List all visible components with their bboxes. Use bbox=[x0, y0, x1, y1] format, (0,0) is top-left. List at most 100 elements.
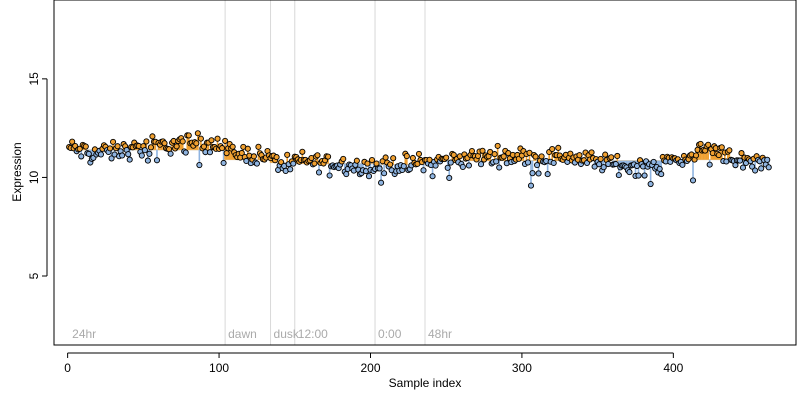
data-point bbox=[273, 154, 280, 161]
data-point bbox=[250, 153, 257, 160]
data-point bbox=[596, 161, 603, 168]
x-axis-title: Sample index bbox=[389, 376, 462, 390]
plot-frame bbox=[53, 0, 797, 346]
x-tick-label: 400 bbox=[663, 361, 683, 375]
data-point bbox=[600, 164, 607, 171]
y-tick-label: 15 bbox=[27, 72, 41, 86]
data-point bbox=[635, 172, 642, 179]
data-point bbox=[119, 152, 126, 159]
marker-label: 48hr bbox=[428, 327, 452, 341]
data-point bbox=[390, 155, 397, 162]
data-point bbox=[432, 162, 439, 169]
data-point bbox=[726, 147, 733, 154]
data-point bbox=[765, 164, 772, 171]
data-point bbox=[496, 164, 503, 171]
data-point bbox=[758, 165, 765, 172]
data-point bbox=[641, 172, 648, 179]
data-point bbox=[194, 130, 201, 137]
data-point bbox=[97, 151, 104, 158]
marker-label: 24hr bbox=[72, 327, 96, 341]
data-point bbox=[244, 145, 251, 152]
data-point bbox=[200, 143, 207, 150]
data-point bbox=[161, 140, 168, 147]
data-point bbox=[739, 164, 747, 171]
data-point bbox=[364, 160, 371, 167]
data-point bbox=[106, 145, 114, 152]
y-tick-label: 5 bbox=[27, 272, 41, 279]
data-point bbox=[365, 173, 373, 180]
y-tick-label: 10 bbox=[27, 170, 41, 184]
data-point bbox=[368, 157, 376, 164]
data-point bbox=[311, 160, 318, 167]
data-point bbox=[764, 156, 771, 163]
data-point bbox=[147, 144, 154, 151]
data-point bbox=[479, 147, 486, 154]
data-point bbox=[114, 143, 121, 150]
data-point bbox=[491, 151, 498, 158]
data-point bbox=[143, 138, 150, 145]
data-point bbox=[524, 159, 532, 166]
data-point bbox=[182, 149, 189, 156]
data-point bbox=[738, 150, 745, 157]
x-axis: 0 100 200 300 400 bbox=[64, 352, 684, 375]
data-point bbox=[658, 171, 665, 178]
data-points bbox=[66, 130, 772, 189]
data-point bbox=[208, 137, 215, 144]
data-point bbox=[326, 172, 333, 179]
data-point bbox=[299, 148, 306, 155]
data-point bbox=[597, 155, 604, 162]
data-point bbox=[614, 152, 621, 160]
data-point bbox=[446, 174, 453, 182]
marker-label: dawn bbox=[228, 327, 257, 341]
data-point bbox=[196, 162, 203, 169]
data-point bbox=[567, 150, 574, 157]
data-point bbox=[108, 155, 115, 162]
data-point bbox=[110, 138, 117, 145]
data-point bbox=[222, 137, 229, 144]
data-point bbox=[403, 153, 410, 160]
marker-label: dusk bbox=[274, 327, 300, 341]
data-point bbox=[615, 172, 622, 179]
data-point bbox=[689, 177, 697, 184]
data-point bbox=[78, 153, 85, 160]
data-point bbox=[353, 157, 360, 164]
data-point bbox=[340, 155, 347, 162]
x-tick-label: 0 bbox=[64, 361, 71, 375]
data-point bbox=[420, 167, 427, 174]
data-point bbox=[705, 141, 712, 148]
data-point bbox=[69, 138, 76, 145]
data-point bbox=[146, 150, 153, 157]
data-point bbox=[219, 145, 226, 152]
data-point bbox=[608, 154, 615, 161]
data-point bbox=[529, 170, 536, 177]
data-point bbox=[415, 150, 422, 157]
data-point bbox=[527, 182, 535, 189]
y-axis-title: Expression bbox=[10, 142, 24, 201]
data-point bbox=[550, 159, 557, 167]
data-point bbox=[185, 132, 192, 139]
data-point bbox=[376, 165, 383, 172]
data-point bbox=[715, 152, 722, 159]
data-point bbox=[477, 161, 485, 168]
data-point bbox=[173, 143, 180, 150]
data-point bbox=[534, 162, 541, 169]
data-point bbox=[429, 173, 436, 180]
data-point bbox=[325, 153, 332, 160]
data-point bbox=[447, 159, 454, 166]
data-point bbox=[626, 169, 633, 176]
data-point bbox=[576, 152, 583, 159]
data-point bbox=[82, 143, 89, 150]
data-point bbox=[612, 160, 619, 168]
data-point bbox=[229, 143, 236, 150]
data-point bbox=[255, 143, 262, 150]
data-point bbox=[382, 154, 389, 161]
data-point bbox=[409, 154, 416, 162]
x-tick-label: 100 bbox=[209, 361, 229, 375]
data-point bbox=[290, 160, 297, 167]
marker-label: 12:00 bbox=[298, 327, 328, 341]
data-point bbox=[284, 151, 291, 158]
data-point bbox=[718, 144, 725, 151]
data-point bbox=[500, 153, 507, 160]
